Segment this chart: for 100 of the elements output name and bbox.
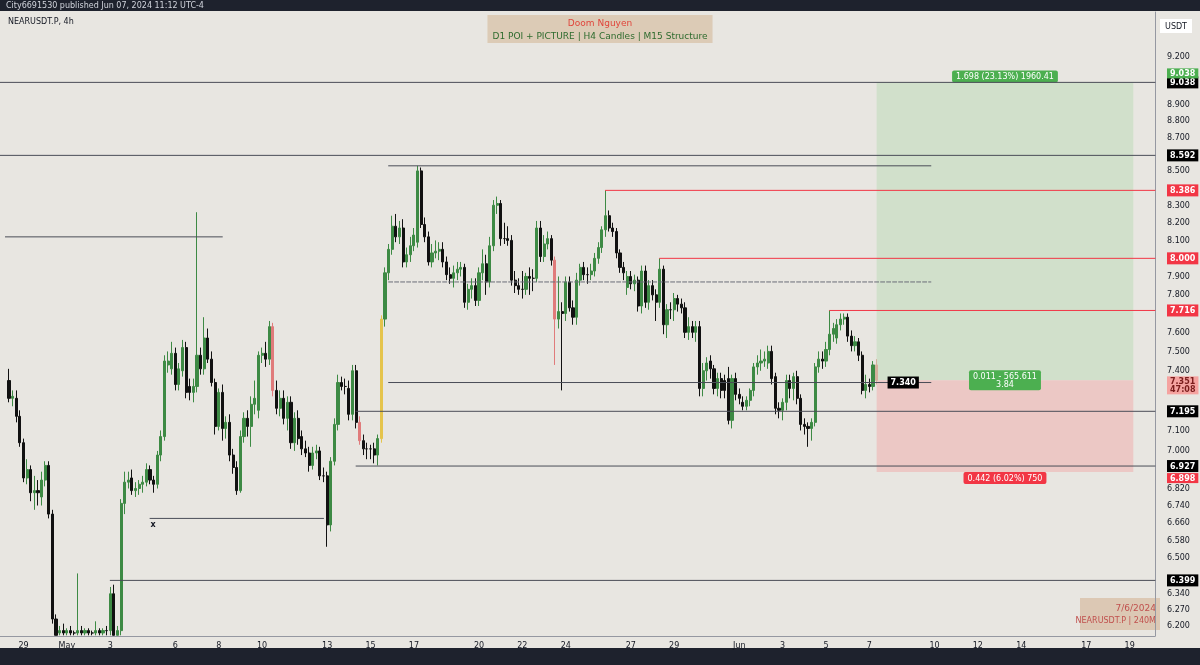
text: 7.351 47:08 [1170, 376, 1196, 394]
candlestick [199, 347, 202, 376]
candlestick [138, 479, 141, 496]
data-label: 6.399 [1170, 575, 1196, 585]
candlestick [340, 376, 343, 391]
candlestick [26, 458, 29, 485]
text: 9.038 [1170, 68, 1196, 78]
candlestick [311, 446, 314, 471]
candlestick [62, 623, 65, 636]
y-tick-label: 8.300 [1167, 200, 1190, 210]
candlestick [174, 347, 177, 391]
candlestick [673, 292, 676, 322]
y-tick-label: 8.900 [1167, 100, 1190, 110]
y-tick-label: 6.270 [1167, 605, 1190, 615]
candlestick [521, 270, 524, 300]
candlestick [716, 372, 719, 397]
candlestick [528, 266, 531, 296]
candlestick [438, 241, 441, 261]
y-tick-label: 6.200 [1167, 621, 1190, 631]
candlestick [665, 303, 669, 339]
candlestick [7, 368, 11, 403]
y-tick-label: 6.660 [1167, 518, 1190, 528]
x-tick-label: 3 [780, 640, 786, 650]
data-label: 7.195 [1170, 406, 1196, 416]
candlestick [644, 265, 647, 309]
text: City6691530 published Jun 07, 2024 11:12 UTC-4 [6, 0, 204, 10]
text: D1 POI + PICTURE | H4 Candles | M15 Structure [492, 30, 708, 41]
candlestick [499, 199, 502, 247]
candlestick [326, 471, 329, 548]
band-label: 1.698 (23.13%) 1960.41 [956, 71, 1054, 81]
candlestick [637, 275, 640, 313]
x-tick-label: 7 [866, 640, 872, 650]
x-tick-label: 6 [172, 640, 178, 650]
annotation: 7/6/2024 [1115, 602, 1157, 613]
candlestick [853, 335, 857, 352]
candlestick [463, 263, 466, 309]
candlestick [69, 625, 72, 636]
candlestick [687, 316, 690, 341]
data-label: 8.000 [1170, 253, 1196, 263]
y-tick-label: 6.340 [1167, 589, 1190, 599]
annotation: x [150, 519, 157, 529]
candlestick [759, 349, 763, 372]
candlestick [608, 209, 611, 233]
x-tick-label: 20 [473, 640, 485, 650]
candlestick [788, 374, 791, 399]
y-tick-label: 7.800 [1167, 290, 1190, 300]
y-tick-label: 9.200 [1167, 52, 1190, 62]
y-tick-label: 7.600 [1167, 327, 1190, 337]
candlestick [792, 372, 795, 401]
candlestick [557, 275, 560, 330]
candlestick [347, 380, 350, 421]
candlestick [275, 380, 278, 415]
data-label: 7.340 [890, 378, 917, 388]
candlestick [203, 316, 206, 376]
candlestick [80, 625, 83, 636]
candlestick [691, 320, 694, 339]
candlestick [87, 627, 90, 636]
candlestick [640, 265, 643, 314]
candlestick [539, 220, 542, 263]
y-axis-title: USDT [1165, 21, 1188, 31]
candlestick [112, 584, 115, 636]
x-tick-label: 17 [408, 640, 420, 650]
candlestick [98, 627, 101, 636]
x-tick-label: 19 [1124, 640, 1135, 650]
data-label: 8.592 [1170, 150, 1196, 160]
candlestick [532, 268, 535, 292]
candlestick [217, 387, 220, 431]
candlestick [626, 270, 629, 296]
candlestick [647, 279, 650, 311]
candlestick [94, 620, 97, 636]
x-tick-label: 15 [365, 640, 376, 650]
text: 6.898 [1170, 473, 1196, 483]
candlestick [130, 469, 133, 496]
annotation: NEARUSDT.P | 240M [1075, 615, 1157, 625]
candlestick [430, 243, 434, 268]
candlestick [83, 627, 87, 636]
candlestick [683, 301, 687, 339]
y-tick-label: 8.700 [1167, 132, 1190, 142]
candlestick [11, 389, 14, 407]
candlestick [170, 341, 173, 376]
candlestick [474, 277, 477, 307]
candlestick [586, 266, 589, 285]
candlestick [524, 272, 528, 296]
candlestick [730, 374, 734, 429]
x-tick-label: 24 [560, 640, 571, 650]
y-tick-label: 8.500 [1167, 166, 1190, 176]
x-tick-label: Jun [732, 640, 746, 650]
candlestick [362, 434, 365, 456]
candlestick [669, 301, 672, 320]
candlestick [101, 627, 105, 636]
x-tick-label: 29 [18, 640, 29, 650]
candlestick [734, 372, 737, 401]
x-tick-label: 17 [1081, 640, 1092, 650]
data-label: 7.716 [1170, 305, 1196, 315]
x-tick-label: 10 [257, 640, 268, 650]
y-tick-label: 8.200 [1167, 218, 1190, 228]
x-tick-label: 14 [1016, 640, 1027, 650]
candlestick [843, 312, 846, 326]
candlestick [293, 411, 296, 452]
candlestick [561, 301, 564, 391]
